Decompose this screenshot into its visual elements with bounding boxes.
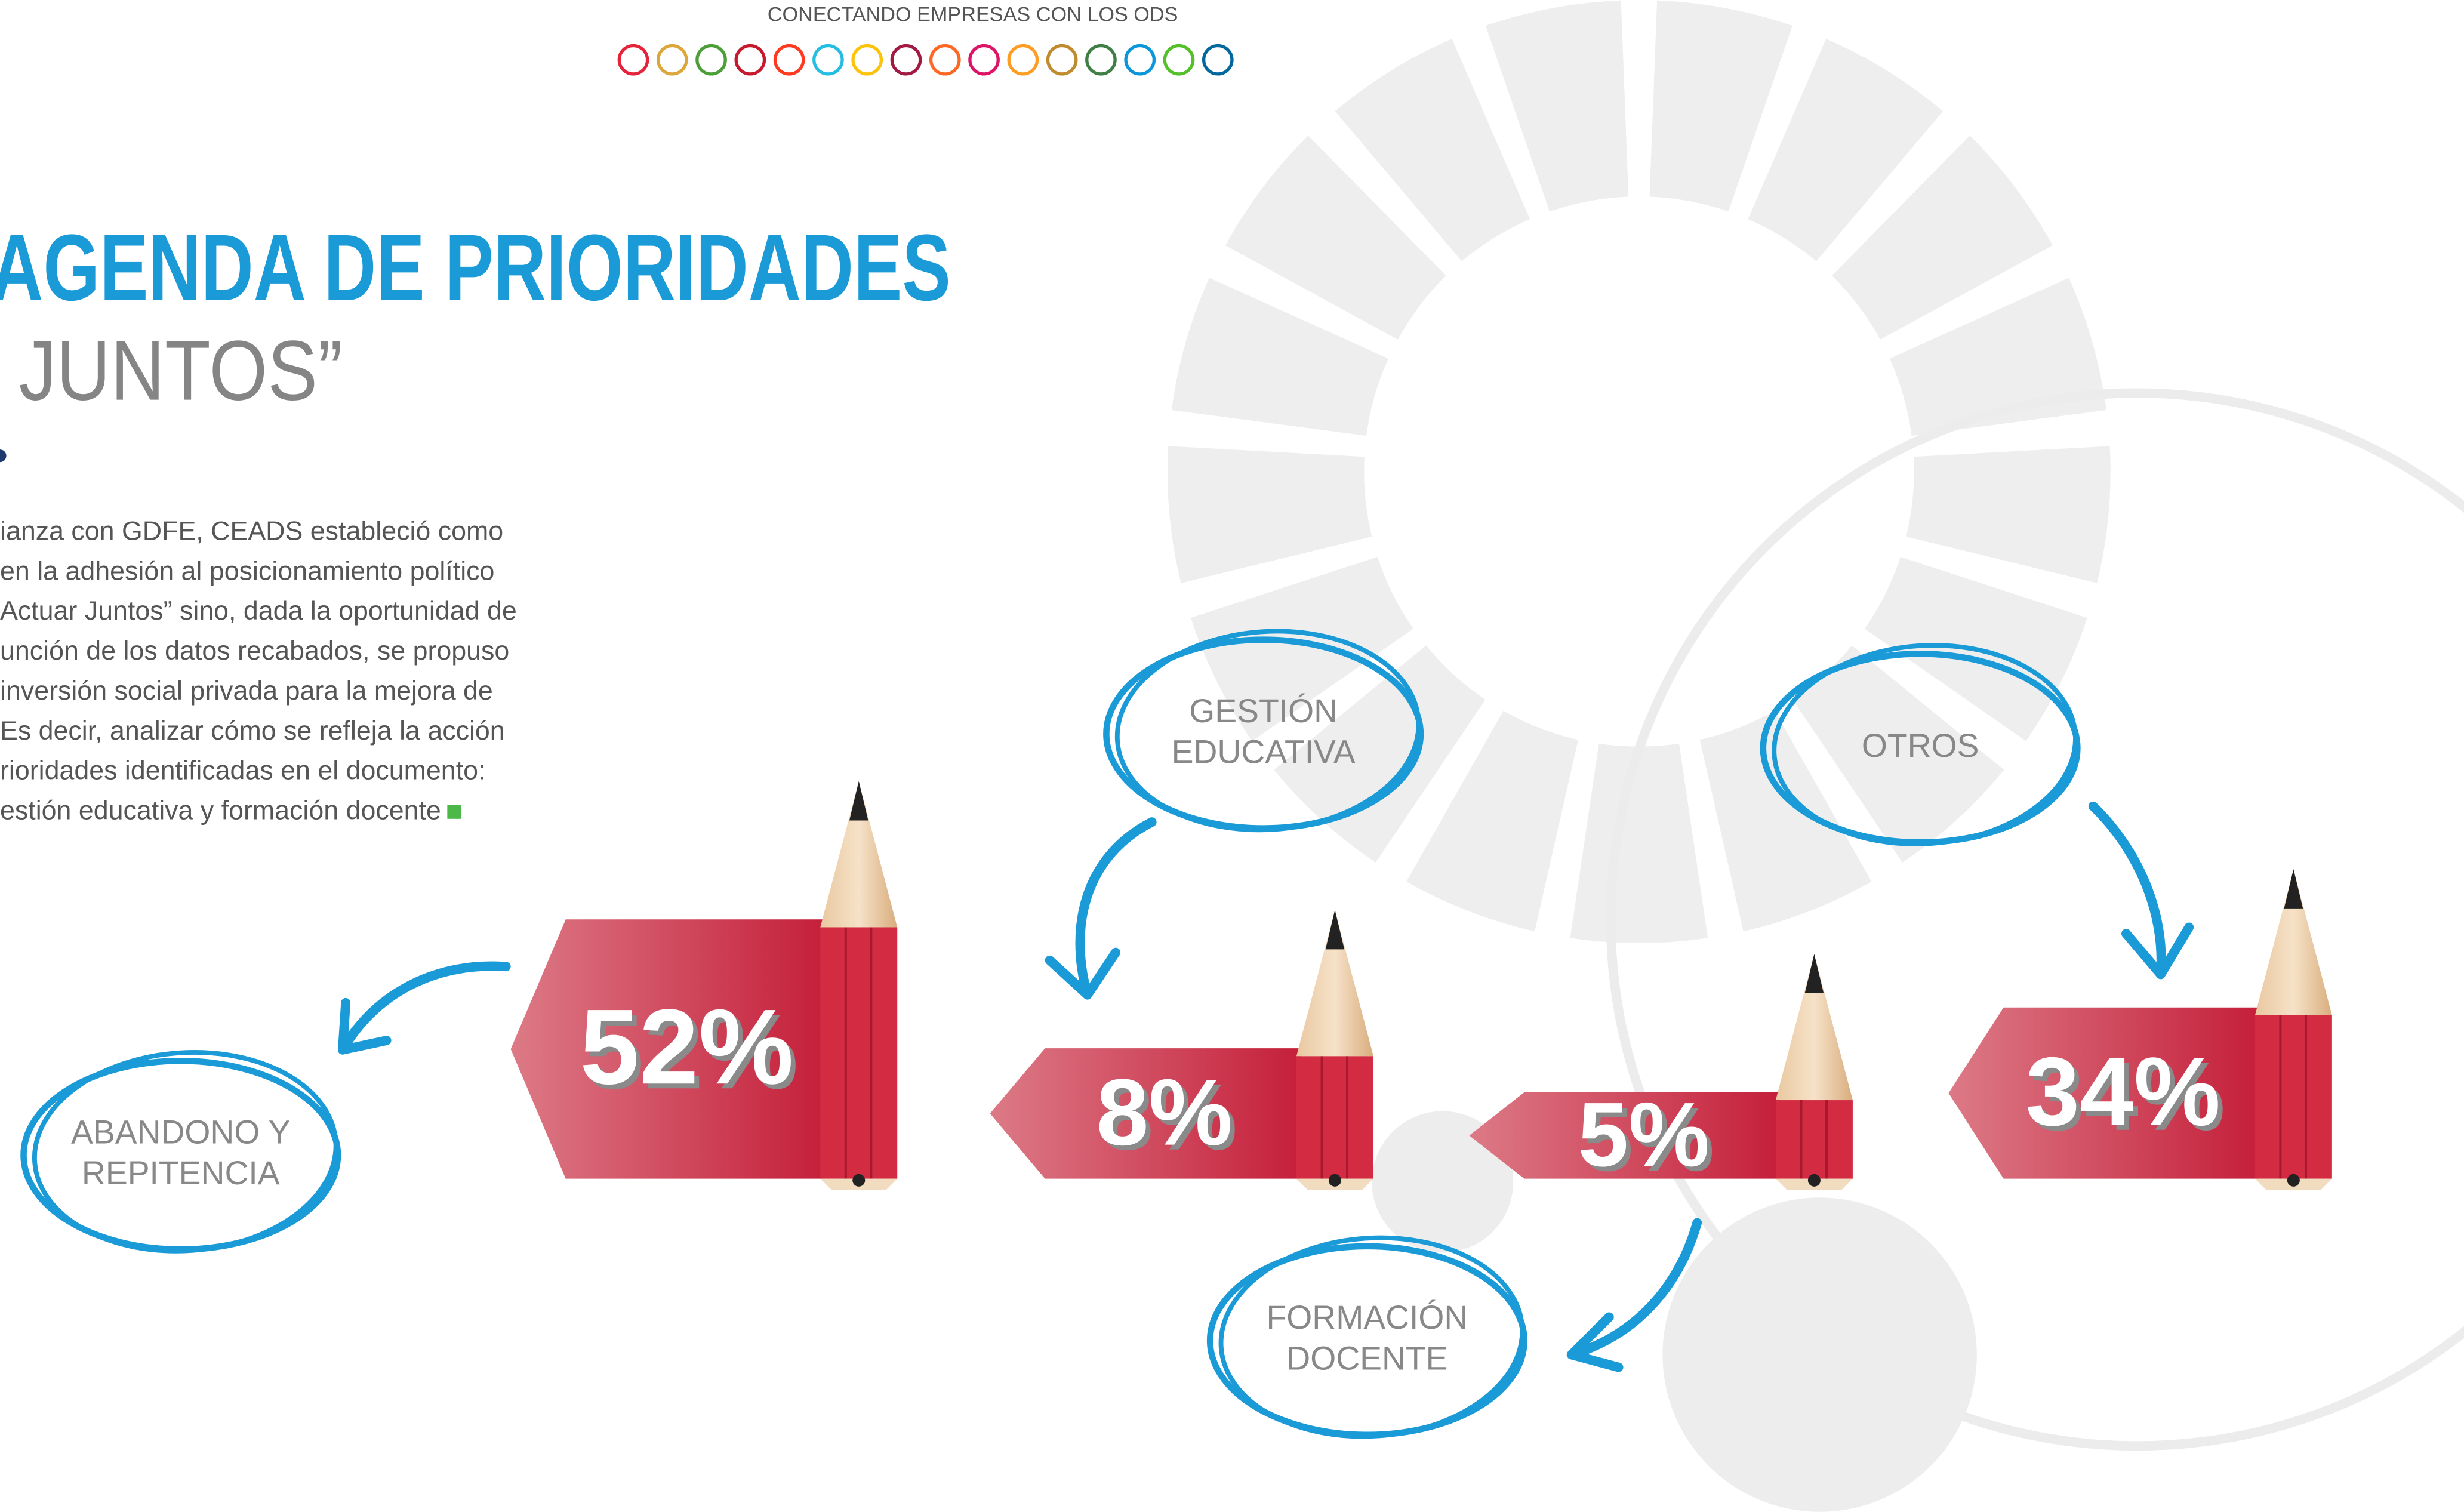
percent-shadow: 5%: [1582, 1089, 1714, 1190]
label-circle: [1114, 629, 1421, 833]
ods-dot: [617, 44, 649, 76]
ods-dot: [1124, 44, 1156, 76]
paragraph-line: Actuar Juntos” sino, dada la oportunidad…: [0, 596, 517, 626]
pencil-body: [1775, 1100, 1853, 1179]
bg-dot: [1372, 1111, 1514, 1253]
label-text: EDUCATIVA: [1172, 733, 1356, 770]
wheel-segment: [1274, 645, 1486, 863]
bg-ring: [1606, 388, 2464, 1451]
ods-dot: [1085, 44, 1117, 76]
arrow: [338, 961, 511, 1055]
paragraph-line: inversión social privada para la mejora …: [0, 676, 493, 706]
wheel-segment: [1792, 645, 2004, 863]
ods-dot: [1046, 44, 1078, 76]
label-text: GESTIÓN: [1189, 692, 1338, 729]
label-circle: [32, 1050, 338, 1254]
label-text: DOCENTE: [1286, 1340, 1447, 1377]
title-line2: JUNTOS”: [19, 324, 343, 418]
ods-dot: [1202, 44, 1234, 76]
wheel-segment: [1649, 0, 1792, 212]
pencil-graphite: [1325, 910, 1345, 950]
wheel-segment: [1335, 38, 1530, 261]
flag: [1469, 1092, 1781, 1179]
percent-shadow: 34%: [2030, 1042, 2225, 1151]
pencil-core: [1328, 1174, 1341, 1187]
percent-shadow: 8%: [1101, 1065, 1237, 1170]
ods-dot: [812, 44, 844, 76]
ods-dot: [929, 44, 961, 76]
ods-dot: [773, 44, 805, 76]
ods-dot: [1007, 44, 1039, 76]
arrow: [2088, 801, 2194, 980]
flag: [510, 919, 826, 1179]
wheel-segment: [1906, 446, 2111, 583]
paragraph-line: en la adhesión al posicionamiento políti…: [0, 556, 494, 586]
pencil-wood: [2254, 869, 2332, 1015]
ods-dot: [890, 44, 922, 76]
ods-dots: [617, 44, 1234, 76]
background-decor: [1167, 0, 2111, 943]
wheel-segment: [1191, 556, 1413, 741]
pencil-graphite: [2284, 869, 2303, 909]
wheel-segment: [1406, 710, 1578, 932]
label-text: ABANDONO Y: [71, 1114, 291, 1151]
wheel-segment: [1832, 136, 2053, 340]
ods-dot: [695, 44, 727, 76]
label-circle: [1218, 1235, 1525, 1439]
ods-dot: [656, 44, 688, 76]
label-circle: [1772, 643, 2078, 846]
wheel-segment: [1570, 743, 1708, 943]
percent-shadow: 52%: [584, 991, 798, 1111]
percent: 8%: [1097, 1060, 1233, 1165]
arrow: [1045, 817, 1157, 1000]
label-text: FORMACIÓN: [1267, 1299, 1468, 1336]
pencil-body: [2254, 1015, 2332, 1179]
label-text: REPITENCIA: [82, 1154, 280, 1191]
arrow: [1566, 1218, 1702, 1372]
label-text: OTROS: [1862, 727, 1979, 764]
pencil-wood: [1296, 910, 1373, 1057]
paragraph-line: Es decir, analizar cómo se refleja la ac…: [0, 716, 505, 746]
paragraph-line: unción de los datos recabados, se propus…: [0, 636, 509, 666]
pencil-body: [1296, 1056, 1373, 1179]
pencil-graphite: [849, 781, 868, 821]
title-line1: AGENDA DE PRIORIDADES: [0, 215, 951, 321]
paragraph-line: rioridades identificadas en el documento…: [0, 756, 485, 786]
wheel-segment: [1485, 0, 1629, 212]
bg-dot: [1662, 1197, 1977, 1512]
paragraph-line: estión educativa y formación docente: [0, 796, 441, 826]
paragraph: ianza con GDFE, CEADS estableció como en …: [0, 516, 517, 825]
ods-dot: [851, 44, 883, 76]
paragraph-line: ianza con GDFE, CEADS estableció como: [0, 516, 503, 546]
percent: 5%: [1578, 1084, 1710, 1185]
percent: 34%: [2025, 1037, 2220, 1146]
header-text: CONECTANDO EMPRESAS CON LOS ODS: [768, 4, 1178, 26]
pencil-wood: [820, 781, 898, 928]
pencil-body: [820, 927, 898, 1179]
end-mark: [447, 805, 462, 819]
pencil-core: [2287, 1174, 2300, 1187]
ods-dot: [968, 44, 1000, 76]
ods-dot: [734, 44, 766, 76]
wheel-segment: [1748, 38, 1944, 261]
wheel-segment: [1167, 446, 1372, 583]
percent: 52%: [580, 987, 793, 1106]
flag: [1948, 1007, 2260, 1179]
ods-dot: [1163, 44, 1195, 76]
wheel-segment: [1171, 278, 1388, 436]
pencil-core: [1807, 1174, 1821, 1187]
wheel-segment: [1225, 136, 1446, 340]
flag: [990, 1048, 1301, 1179]
wheel-segment: [1699, 710, 1872, 932]
pencil-wood: [1775, 954, 1853, 1101]
pencil-core: [852, 1174, 866, 1187]
title-dot: [0, 449, 7, 463]
pencil-graphite: [1804, 954, 1824, 994]
